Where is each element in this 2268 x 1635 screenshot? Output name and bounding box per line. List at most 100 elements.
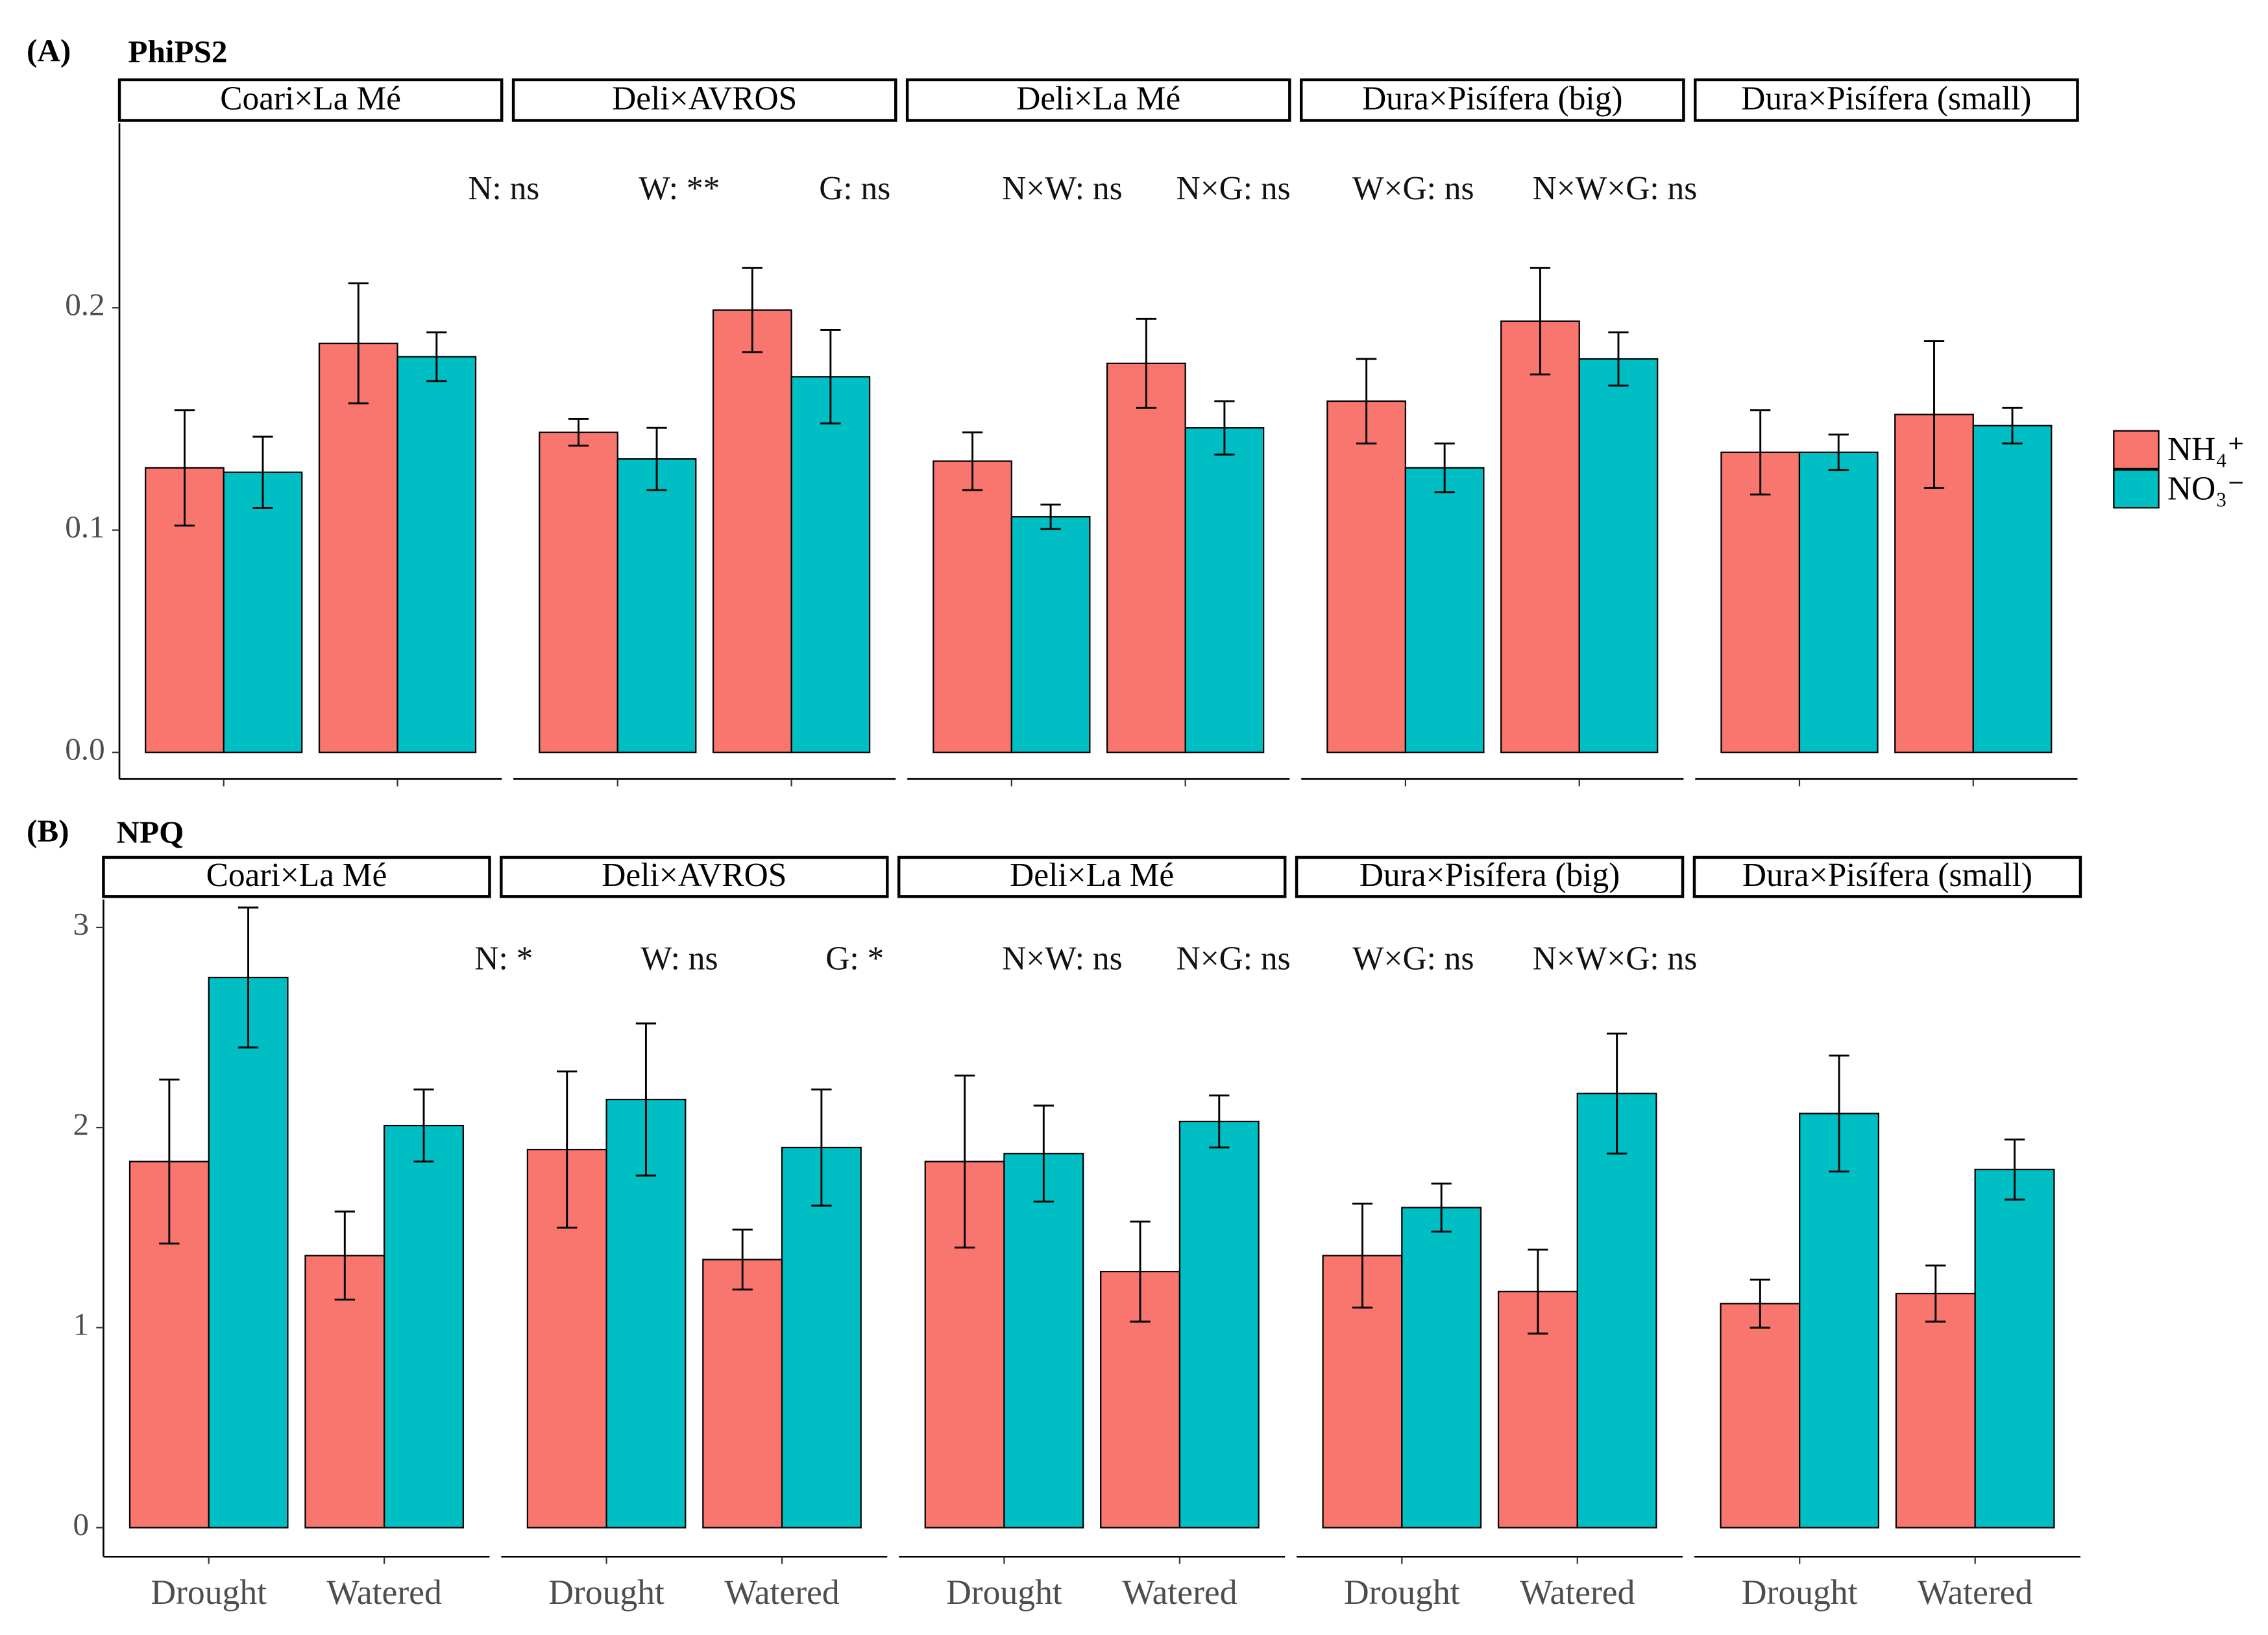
bar — [318, 342, 398, 754]
strip — [1295, 855, 1685, 898]
bar — [1106, 362, 1186, 754]
bar — [702, 1259, 783, 1529]
bar — [1974, 1168, 2055, 1529]
strip-label: Dura×Pisífera (small) — [1741, 80, 2031, 117]
annotation: N×W×G: ns — [1533, 170, 1698, 207]
strip-label: Dura×Pisífera (small) — [1742, 857, 2032, 894]
strip — [897, 855, 1287, 898]
bar — [1720, 451, 1801, 754]
bar — [1003, 1153, 1084, 1529]
bar — [712, 309, 792, 754]
error-bar — [348, 282, 369, 404]
strip — [102, 855, 491, 898]
bar — [1578, 358, 1659, 754]
bar — [1895, 1292, 1976, 1529]
strip — [1299, 78, 1685, 122]
error-bar — [1033, 1104, 1054, 1203]
error-bar — [635, 1022, 657, 1177]
error-bar — [557, 1070, 578, 1229]
error-bar — [1209, 1094, 1230, 1149]
panel-label: (A) — [27, 32, 71, 68]
error-bar — [811, 1088, 832, 1207]
error-bar — [1750, 409, 1771, 496]
annotation: N×G: ns — [1177, 940, 1291, 977]
y-tick-label: 0.0 — [65, 731, 104, 767]
strip-label: Deli×AVROS — [602, 857, 786, 894]
error-bar — [1040, 503, 1061, 530]
bar — [384, 1124, 464, 1529]
y-tick-label: 0 — [73, 1506, 90, 1542]
bar — [539, 431, 618, 754]
bar — [1720, 1303, 1801, 1529]
error-bar — [174, 409, 195, 527]
error-bar — [1829, 1054, 1849, 1173]
error-bar — [1925, 1264, 1946, 1323]
x-tick-label: Watered — [1122, 1573, 1237, 1612]
strip-label: Coari×La Mé — [220, 80, 401, 117]
error-bar — [334, 1211, 355, 1301]
legend-key — [2113, 469, 2160, 509]
error-bar — [954, 1074, 975, 1249]
strip-label: Deli×La Mé — [1010, 857, 1174, 894]
annotation: G: * — [825, 940, 884, 977]
chart-title: NPQ — [117, 815, 184, 850]
strip-label: Dura×Pisífera (big) — [1362, 80, 1622, 117]
error-bar — [1130, 1220, 1151, 1323]
error-bar — [1136, 317, 1157, 409]
error-bar — [426, 331, 447, 382]
bar — [1401, 1207, 1482, 1529]
error-bar — [646, 426, 667, 491]
strip-label: Deli×AVROS — [612, 80, 797, 117]
y-tick-label: 2 — [73, 1106, 90, 1142]
annotation: G: ns — [819, 170, 890, 207]
bar — [781, 1146, 862, 1529]
x-tick-label: Drought — [1742, 1573, 1858, 1612]
strip — [1692, 855, 2082, 898]
annotation: N×W×G: ns — [1533, 940, 1698, 977]
bar — [304, 1255, 385, 1529]
legend-label: NO₃⁻ — [2167, 471, 2245, 508]
bar — [1799, 1113, 1880, 1529]
y-tick-label: 0.2 — [65, 287, 104, 323]
strip — [1694, 78, 2079, 122]
strip-label: Dura×Pisífera (big) — [1360, 857, 1620, 894]
error-bar — [962, 431, 983, 491]
bar — [1500, 320, 1580, 754]
error-bar — [1352, 1202, 1373, 1309]
error-bar — [252, 436, 273, 509]
chart-title: PhiPS2 — [128, 34, 227, 69]
annotation: W×G: ns — [1352, 940, 1474, 977]
error-bar — [1606, 1032, 1628, 1155]
error-bar — [413, 1088, 434, 1163]
bar — [1010, 516, 1091, 754]
annotation: N×W: ns — [1002, 940, 1123, 977]
bar — [1404, 467, 1485, 754]
bar — [223, 471, 303, 754]
strip-label: Deli×La Mé — [1016, 80, 1180, 117]
error-bar — [1356, 358, 1377, 445]
annotation: N: ns — [468, 170, 539, 207]
annotation: N×W: ns — [1002, 170, 1123, 207]
bar — [1798, 451, 1879, 754]
x-tick-label: Drought — [151, 1573, 267, 1612]
annotation: W: ** — [639, 170, 720, 207]
error-bar — [732, 1228, 753, 1291]
error-bar — [1608, 331, 1629, 387]
bar — [790, 376, 871, 754]
x-tick-label: Watered — [1520, 1573, 1635, 1612]
strip-label: Coari×La Mé — [206, 857, 387, 894]
annotation: W: ns — [640, 940, 718, 977]
y-tick-label: 3 — [73, 906, 90, 942]
error-bar — [2004, 1138, 2025, 1201]
x-tick-label: Drought — [548, 1573, 665, 1612]
bar — [1184, 427, 1265, 754]
bar — [1326, 400, 1407, 754]
strip — [117, 78, 504, 122]
error-bar — [1530, 267, 1551, 376]
bar — [208, 976, 289, 1529]
annotation: N: * — [474, 940, 533, 977]
bar — [1178, 1120, 1260, 1529]
x-tick-label: Watered — [1918, 1573, 2032, 1612]
